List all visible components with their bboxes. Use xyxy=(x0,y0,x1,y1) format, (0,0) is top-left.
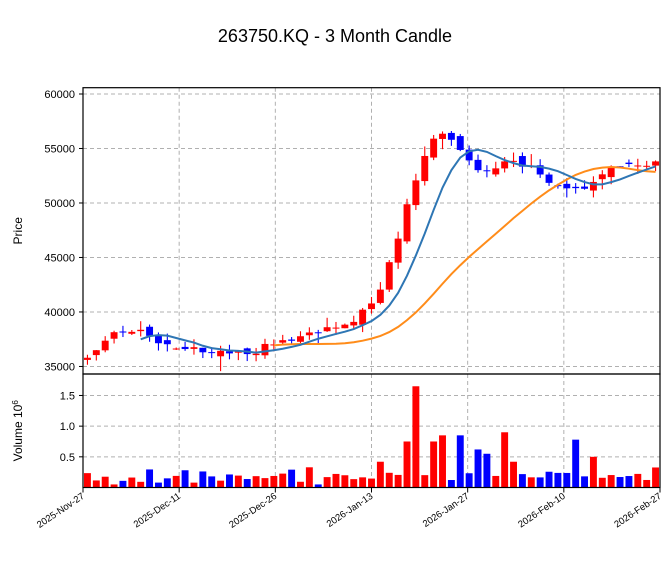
svg-text:263750.KQ - 3 Month Candle: 263750.KQ - 3 Month Candle xyxy=(218,26,452,46)
svg-text:35000: 35000 xyxy=(44,361,75,373)
svg-text:Volume 106: Volume 106 xyxy=(11,400,26,462)
svg-text:Price: Price xyxy=(11,217,25,245)
svg-text:1.0: 1.0 xyxy=(60,421,75,433)
svg-text:60000: 60000 xyxy=(44,89,75,101)
svg-text:40000: 40000 xyxy=(44,307,75,319)
svg-text:0.5: 0.5 xyxy=(60,452,75,464)
svg-text:50000: 50000 xyxy=(44,198,75,210)
svg-text:45000: 45000 xyxy=(44,252,75,264)
svg-text:1.5: 1.5 xyxy=(60,390,75,402)
svg-text:55000: 55000 xyxy=(44,143,75,155)
